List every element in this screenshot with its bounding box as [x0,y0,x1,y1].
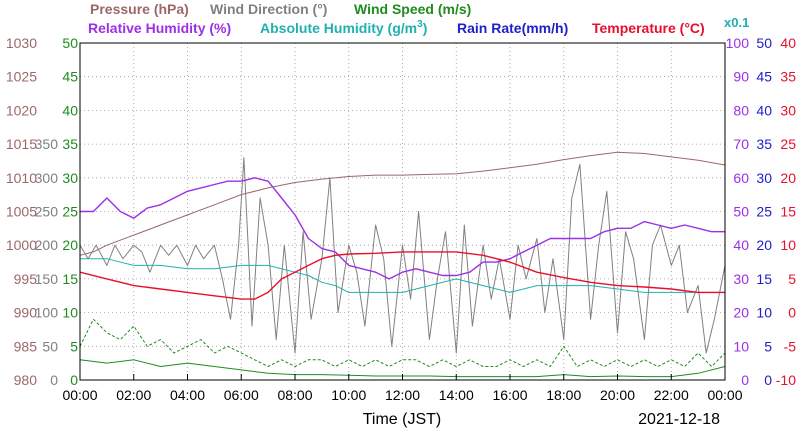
legend-wind-direction: Wind Direction (°) [210,1,327,17]
wind-speed-tick: 35 [62,136,78,152]
humidity-tick: 80 [733,102,749,118]
legend-pressure: Pressure (hPa) [90,1,189,17]
pressure-tick: 985 [14,338,38,354]
legend: Pressure (hPa) Wind Direction (°) Wind S… [88,1,749,36]
pressure-tick: 990 [14,305,38,321]
humidity-tick: 40 [733,237,749,253]
x-tick-label: 12:00 [385,387,420,403]
pressure-tick: 1030 [6,35,37,51]
temperature-tick: 15 [780,204,796,220]
right-axes: 1009080706050403020100504540353025201510… [726,35,797,388]
legend-rain-rate: Rain Rate(mm/h) [457,20,568,36]
pressure-tick: 995 [14,271,38,287]
rain-rate-tick: 35 [756,136,772,152]
rain-rate-tick: 50 [756,35,772,51]
wind-direction-tick: 350 [35,136,59,152]
temperature-tick: 35 [780,69,796,85]
x-tick-label: 20:00 [600,387,635,403]
x-tick-label: 04:00 [170,387,205,403]
wind-speed-tick: 0 [70,372,78,388]
wind-speed-tick: 5 [70,338,78,354]
series-relative-humidity [80,177,725,280]
wind-speed-tick: 25 [62,204,78,220]
temperature-tick: 40 [780,35,796,51]
temperature-tick: 0 [788,305,796,321]
temperature-tick: 5 [788,271,796,287]
series-temperature-c [79,251,725,300]
x-tick-label: 02:00 [116,387,151,403]
series-wind-direction [79,157,726,354]
series-pressure-hpa [79,151,726,256]
temperature-tick: 30 [780,102,796,118]
series-absolute-humidity-g-m [80,258,725,293]
legend-relative-humidity: Relative Humidity (%) [88,20,231,36]
humidity-tick: 30 [733,271,749,287]
wind-speed-tick: 15 [62,271,78,287]
temperature-tick: 10 [780,237,796,253]
x-tick-label: 18:00 [546,387,581,403]
x-tick-label: 10:00 [331,387,366,403]
wind-speed-tick: 10 [62,305,78,321]
temperature-tick: -5 [784,338,797,354]
rain-rate-tick: 25 [756,204,772,220]
humidity-tick: 10 [733,338,749,354]
wind-direction-tick: 100 [35,305,59,321]
x-tick-label: 08:00 [277,387,312,403]
humidity-tick: 20 [733,305,749,321]
pressure-tick: 1020 [6,102,37,118]
wind-speed-tick: 20 [62,237,78,253]
pressure-tick: 1010 [6,170,37,186]
rain-rate-tick: 45 [756,69,772,85]
wind-direction-tick: 250 [35,204,59,220]
chart-date: 2021-12-18 [638,411,720,428]
pressure-tick: 1015 [6,136,37,152]
humidity-tick: 70 [733,136,749,152]
x-tick-label: 14:00 [439,387,474,403]
temperature-tick: -10 [776,372,796,388]
rain-rate-tick: 15 [756,271,772,287]
legend-scale-note: x0.1 [724,15,749,30]
legend-temperature: Temperature (°C) [592,20,705,36]
pressure-tick: 1005 [6,204,37,220]
x-tick-label: 00:00 [707,387,742,403]
wind-speed-tick: 50 [62,35,78,51]
wind-direction-tick: 0 [50,372,58,388]
rain-rate-tick: 10 [756,305,772,321]
x-tick-label: 06:00 [224,387,259,403]
temperature-tick: 20 [780,170,796,186]
legend-absolute-humidity: Absolute Humidity (g/m3) [260,19,427,36]
humidity-tick: 60 [733,170,749,186]
wind-speed-tick: 45 [62,69,78,85]
pressure-tick: 1025 [6,69,37,85]
series-wind-speed-m-s-dashed [79,318,726,367]
rain-rate-tick: 40 [756,102,772,118]
wind-direction-tick: 150 [35,271,59,287]
temperature-tick: 25 [780,136,796,152]
grid-lines [80,43,725,380]
humidity-tick: 50 [733,204,749,220]
x-tick-label: 00:00 [62,387,97,403]
rain-rate-tick: 5 [764,338,772,354]
wind-speed-tick: 30 [62,170,78,186]
pressure-tick: 980 [14,372,38,388]
wind-direction-tick: 50 [42,338,58,354]
humidity-tick: 90 [733,69,749,85]
pressure-tick: 1000 [6,237,37,253]
humidity-tick: 100 [726,35,750,51]
rain-rate-tick: 0 [764,372,772,388]
wind-direction-tick: 200 [35,237,59,253]
rain-rate-tick: 30 [756,170,772,186]
humidity-tick: 0 [741,372,749,388]
rain-rate-tick: 20 [756,237,772,253]
x-axis: 00:00 02:00 04:00 06:00 08:00 10:00 12:00 14:00… [62,374,743,403]
x-tick-label: 16:00 [492,387,527,403]
x-axis-label: Time (JST) [363,411,442,428]
left-axes: 1030102510201015101010051000995990985980… [6,35,78,388]
x-tick-label: 22:00 [654,387,689,403]
wind-direction-tick: 300 [35,170,59,186]
wind-speed-tick: 40 [62,102,78,118]
legend-wind-speed: Wind Speed (m/s) [354,1,471,17]
